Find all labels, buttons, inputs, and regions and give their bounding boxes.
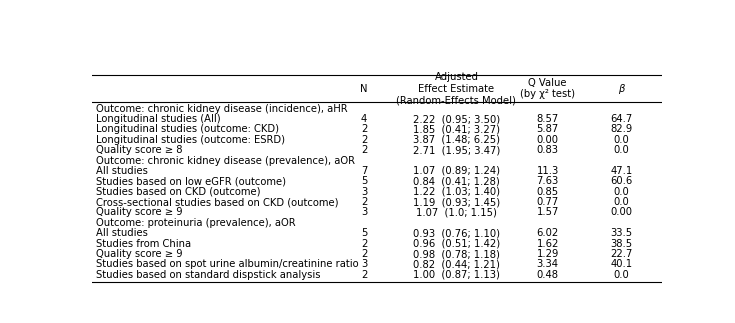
Text: 33.5: 33.5: [611, 228, 633, 238]
Text: Outcome: chronic kidney disease (prevalence), aOR: Outcome: chronic kidney disease (prevale…: [96, 156, 356, 166]
Text: 5.87: 5.87: [537, 124, 559, 134]
Text: N: N: [360, 84, 368, 93]
Text: Adjusted
Effect Estimate
(Random-Effects Model): Adjusted Effect Estimate (Random-Effects…: [396, 72, 517, 105]
Text: 0.00: 0.00: [537, 135, 559, 145]
Text: 1.62: 1.62: [537, 239, 559, 249]
Text: 1.85  (0.41; 3.27): 1.85 (0.41; 3.27): [413, 124, 500, 134]
Text: 0.96  (0.51; 1.42): 0.96 (0.51; 1.42): [413, 239, 500, 249]
Text: 2.22  (0.95; 3.50): 2.22 (0.95; 3.50): [413, 114, 500, 124]
Text: 0.98  (0.78; 1.18): 0.98 (0.78; 1.18): [413, 249, 500, 259]
Text: 1.29: 1.29: [537, 249, 559, 259]
Text: 22.7: 22.7: [611, 249, 633, 259]
Text: Studies based on CKD (outcome): Studies based on CKD (outcome): [96, 187, 261, 197]
Text: Studies based on low eGFR (outcome): Studies based on low eGFR (outcome): [96, 176, 287, 186]
Text: 0.0: 0.0: [614, 197, 629, 207]
Text: Studies based on standard dispstick analysis: Studies based on standard dispstick anal…: [96, 270, 321, 280]
Text: 0.0: 0.0: [614, 145, 629, 155]
Text: Longitudinal studies (All): Longitudinal studies (All): [96, 114, 221, 124]
Text: 1.00  (0.87; 1.13): 1.00 (0.87; 1.13): [413, 270, 500, 280]
Text: 3.87  (1.48; 6.25): 3.87 (1.48; 6.25): [413, 135, 500, 145]
Text: 2: 2: [361, 145, 368, 155]
Text: 2: 2: [361, 124, 368, 134]
Text: 2: 2: [361, 239, 368, 249]
Text: Quality score ≥ 9: Quality score ≥ 9: [96, 249, 183, 259]
Text: 60.6: 60.6: [611, 176, 633, 186]
Text: Longitudinal studies (outcome: ESRD): Longitudinal studies (outcome: ESRD): [96, 135, 285, 145]
Text: 3: 3: [361, 187, 368, 197]
Text: 11.3: 11.3: [537, 166, 559, 176]
Text: Q Value
(by χ² test): Q Value (by χ² test): [520, 78, 575, 99]
Text: 4: 4: [361, 114, 368, 124]
Text: 0.77: 0.77: [537, 197, 559, 207]
Text: 6.02: 6.02: [537, 228, 559, 238]
Text: 0.00: 0.00: [611, 207, 633, 217]
Text: 8.57: 8.57: [537, 114, 559, 124]
Text: Longitudinal studies (outcome: CKD): Longitudinal studies (outcome: CKD): [96, 124, 279, 134]
Text: 64.7: 64.7: [611, 114, 633, 124]
Text: 7.63: 7.63: [537, 176, 559, 186]
Text: 5: 5: [361, 228, 368, 238]
Text: 1.57: 1.57: [537, 207, 559, 217]
Text: 1.07  (1.0; 1.15): 1.07 (1.0; 1.15): [416, 207, 497, 217]
Text: Cross-sectional studies based on CKD (outcome): Cross-sectional studies based on CKD (ou…: [96, 197, 339, 207]
Text: Studies from China: Studies from China: [96, 239, 192, 249]
Text: 38.5: 38.5: [611, 239, 633, 249]
Text: 3: 3: [361, 207, 368, 217]
Text: 0.82  (0.44; 1.21): 0.82 (0.44; 1.21): [413, 259, 500, 269]
Text: 0.0: 0.0: [614, 270, 629, 280]
Text: 0.48: 0.48: [537, 270, 559, 280]
Text: 2: 2: [361, 249, 368, 259]
Text: 2: 2: [361, 270, 368, 280]
Text: 2.71  (1.95; 3.47): 2.71 (1.95; 3.47): [413, 145, 500, 155]
Text: 0.83: 0.83: [537, 145, 559, 155]
Text: 0.93  (0.76; 1.10): 0.93 (0.76; 1.10): [413, 228, 500, 238]
Text: 1.19  (0.93; 1.45): 1.19 (0.93; 1.45): [413, 197, 500, 207]
Text: 5: 5: [361, 176, 368, 186]
Text: 47.1: 47.1: [611, 166, 633, 176]
Text: 1.22  (1.03; 1.40): 1.22 (1.03; 1.40): [413, 187, 500, 197]
Text: 0.85: 0.85: [537, 187, 559, 197]
Text: Outcome: proteinuria (prevalence), aOR: Outcome: proteinuria (prevalence), aOR: [96, 218, 296, 228]
Text: 0.0: 0.0: [614, 187, 629, 197]
Text: 2: 2: [361, 197, 368, 207]
Text: Outcome: chronic kidney disease (incidence), aHR: Outcome: chronic kidney disease (inciden…: [96, 104, 348, 114]
Text: 2: 2: [361, 135, 368, 145]
Text: All studies: All studies: [96, 166, 148, 176]
Text: Studies based on spot urine albumin/creatinine ratio: Studies based on spot urine albumin/crea…: [96, 259, 359, 269]
Text: 3.34: 3.34: [537, 259, 559, 269]
Text: 0.0: 0.0: [614, 135, 629, 145]
Text: All studies: All studies: [96, 228, 148, 238]
Text: 1.07  (0.89; 1.24): 1.07 (0.89; 1.24): [413, 166, 500, 176]
Text: β: β: [618, 84, 625, 93]
Text: 40.1: 40.1: [611, 259, 633, 269]
Text: 7: 7: [361, 166, 368, 176]
Text: 82.9: 82.9: [611, 124, 633, 134]
Text: Quality score ≥ 8: Quality score ≥ 8: [96, 145, 183, 155]
Text: 0.84  (0.41; 1.28): 0.84 (0.41; 1.28): [413, 176, 500, 186]
Text: 3: 3: [361, 259, 368, 269]
Text: Quality score ≥ 9: Quality score ≥ 9: [96, 207, 183, 217]
